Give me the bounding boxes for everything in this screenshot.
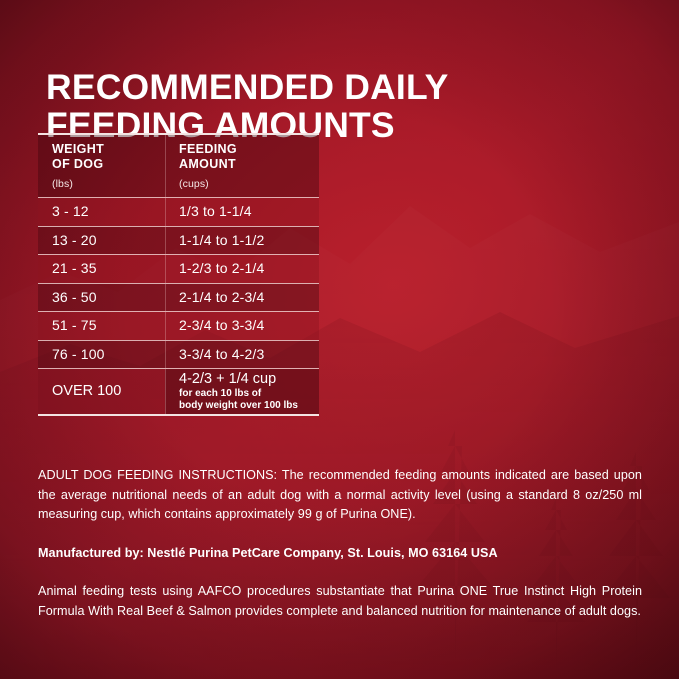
adult-dog-feeding-instructions: ADULT DOG FEEDING INSTRUCTIONS: The reco… (38, 468, 642, 521)
table-row: 76 - 100 3-3/4 to 4-2/3 (38, 339, 319, 369)
cell-amount: 1-2/3 to 2-1/4 (165, 255, 319, 283)
weight-value: 36 - 50 (52, 288, 97, 305)
amount-value: 1-2/3 to 2-1/4 (179, 260, 265, 277)
weight-value: 51 - 75 (52, 317, 97, 334)
weight-value: 76 - 100 (52, 345, 105, 362)
cell-amount: 3-3/4 to 4-2/3 (165, 340, 319, 368)
table-row: 13 - 20 1-1/4 to 1-1/2 (38, 225, 319, 255)
cell-weight: 3 - 12 (38, 198, 165, 226)
table-row: 51 - 75 2-3/4 to 3-3/4 (38, 311, 319, 340)
amount-value: 1-1/4 to 1-1/2 (179, 231, 265, 248)
table-row: 21 - 35 1-2/3 to 2-1/4 (38, 254, 319, 283)
cell-amount: 2-3/4 to 3-3/4 (165, 312, 319, 340)
cell-weight: 13 - 20 (38, 227, 165, 255)
amount-value: 4-2/3 + 1/4 cup (179, 370, 277, 387)
feeding-amounts-table: WEIGHT OF DOG (lbs) FEEDING AMOUNT (cups… (38, 133, 319, 416)
header-cell-feeding-amount: FEEDING AMOUNT (cups) (165, 135, 319, 197)
cell-weight: OVER 100 (38, 369, 165, 414)
header-weight-unit: (lbs) (52, 177, 73, 190)
table-row-over-100: OVER 100 4-2/3 + 1/4 cup for each 10 lbs… (38, 368, 319, 414)
header-amount-line-2: AMOUNT (179, 157, 236, 171)
cell-amount: 1-1/4 to 1-1/2 (165, 226, 319, 254)
amount-value: 1/3 to 1-1/4 (179, 203, 252, 220)
amount-value: 3-3/4 to 4-2/3 (179, 345, 265, 362)
cell-weight: 51 - 75 (38, 312, 165, 340)
cell-weight: 36 - 50 (38, 284, 165, 312)
weight-value: 13 - 20 (52, 231, 97, 248)
table-header-row: WEIGHT OF DOG (lbs) FEEDING AMOUNT (cups… (38, 135, 319, 197)
amount-value: 2-3/4 to 3-3/4 (179, 317, 265, 334)
header-weight-line-2: OF DOG (52, 157, 104, 171)
cell-weight: 76 - 100 (38, 341, 165, 369)
cell-weight: 21 - 35 (38, 255, 165, 283)
table-row: 36 - 50 2-1/4 to 2-3/4 (38, 282, 319, 312)
amount-subtext-line-1: for each 10 lbs of (179, 387, 262, 399)
body-copy: ADULT DOG FEEDING INSTRUCTIONS: The reco… (38, 466, 642, 621)
page-title-line-1: RECOMMENDED DAILY (46, 66, 449, 107)
cell-amount: 4-2/3 + 1/4 cup for each 10 lbs of body … (165, 369, 319, 414)
weight-value: 21 - 35 (52, 260, 97, 277)
cell-amount: 1/3 to 1-1/4 (165, 198, 319, 226)
manufacturer-line: Manufactured by: Nestlé Purina PetCare C… (38, 545, 498, 560)
header-weight-line-1: WEIGHT (52, 141, 105, 156)
weight-value: 3 - 12 (52, 203, 89, 220)
header-cell-weight-of-dog: WEIGHT OF DOG (lbs) (38, 135, 165, 197)
amount-value: 2-1/4 to 2-3/4 (179, 288, 265, 305)
table-row: 3 - 12 1/3 to 1-1/4 (38, 197, 319, 226)
weight-value: OVER 100 (52, 383, 122, 399)
header-amount-unit: (cups) (179, 177, 209, 190)
amount-subtext-line-2: body weight over 100 lbs (179, 400, 298, 411)
cell-amount: 2-1/4 to 2-3/4 (165, 283, 319, 311)
aafco-statement: Animal feeding tests using AAFCO procedu… (38, 584, 642, 618)
header-amount-line-1: FEEDING (179, 141, 238, 156)
